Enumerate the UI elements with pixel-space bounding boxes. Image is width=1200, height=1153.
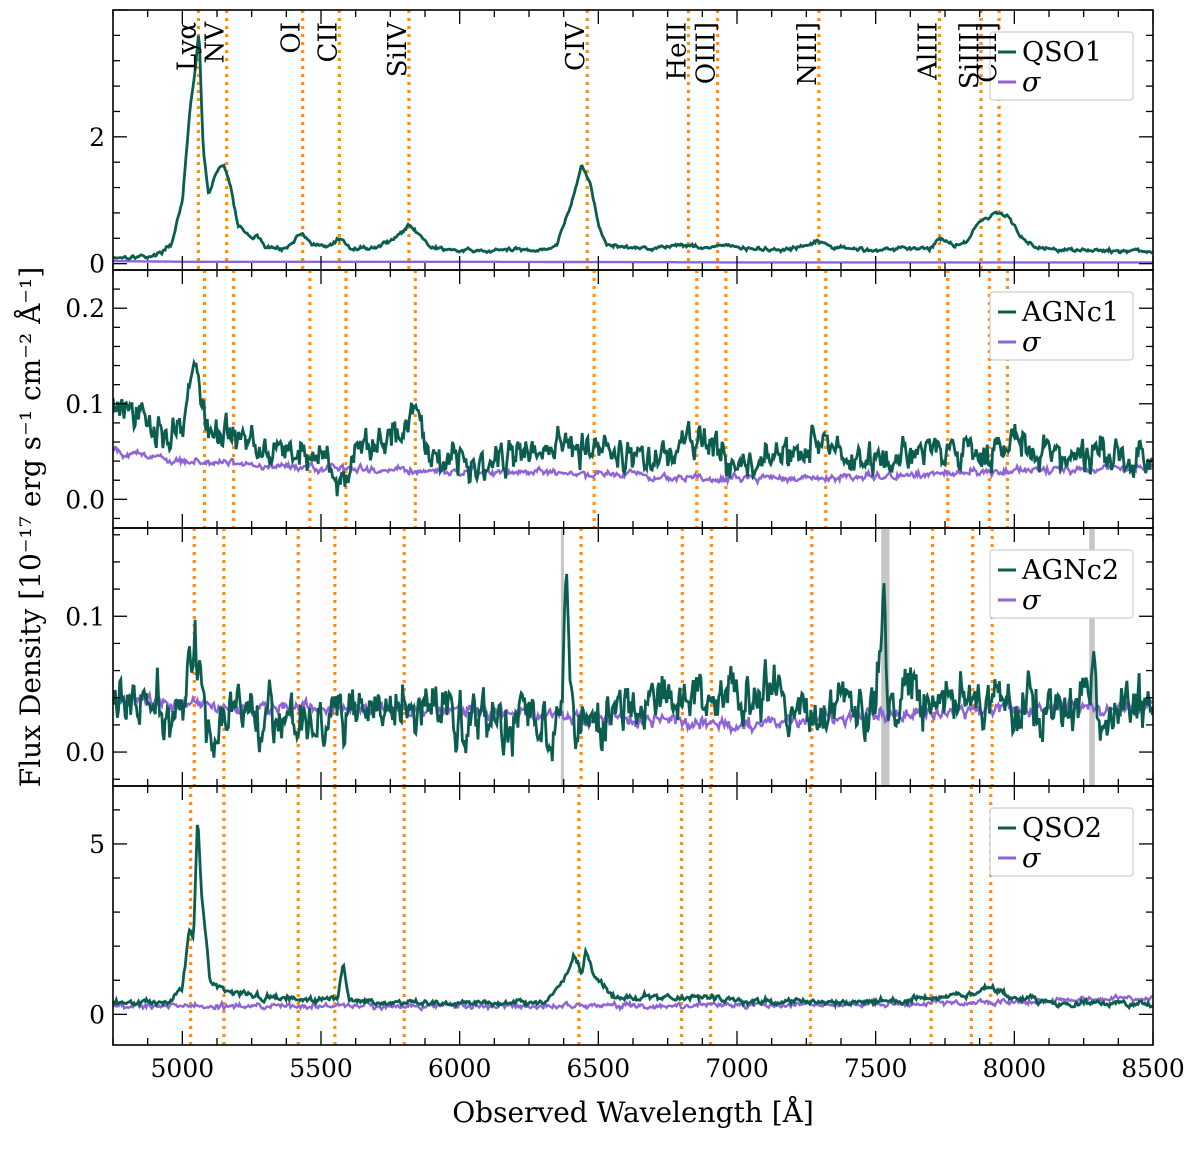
sigma-line (113, 445, 1153, 487)
legend-flux-label: AGNc1 (1021, 297, 1119, 328)
emission-line-label: NIII] (793, 22, 823, 86)
emission-line-label: AlIII (914, 22, 944, 81)
flux-line (113, 358, 1153, 497)
legend-flux-label: QSO1 (1022, 37, 1102, 68)
legend-box (989, 291, 1134, 361)
flux-line (113, 573, 1153, 762)
legend-sigma-label: σ (1022, 585, 1042, 616)
x-tick-label: 6000 (428, 1054, 492, 1083)
y-axis-label: Flux Density [10⁻¹⁷ erg s⁻¹ cm⁻² Å⁻¹] (14, 267, 47, 787)
emission-line-label: OI (277, 22, 307, 54)
emission-line-label: CII (313, 22, 343, 62)
sigma-line (113, 689, 1153, 737)
flux-line (113, 824, 1153, 1011)
emission-line-label: SiIV (383, 21, 413, 77)
legend-box (989, 807, 1134, 877)
x-tick-label: 8000 (983, 1054, 1047, 1083)
x-tick-label: 5000 (151, 1054, 215, 1083)
emission-line-label: HeII (663, 22, 693, 81)
y-tick-label: 0.0 (65, 738, 105, 767)
y-tick-label: 0 (89, 1000, 105, 1029)
emission-line-label: OIII] (692, 22, 722, 84)
plot-area (113, 10, 1153, 270)
emission-line-label: Lyα (172, 22, 202, 71)
legend-box (989, 31, 1134, 101)
sigma-line (113, 993, 1153, 1013)
legend-sigma-label: σ (1022, 843, 1042, 874)
sigma-line (113, 259, 1153, 264)
x-tick-label: 8500 (1121, 1054, 1185, 1083)
x-tick-label: 7500 (844, 1054, 908, 1083)
emission-line-label: CIV (561, 21, 591, 71)
y-tick-label: 0.0 (65, 485, 105, 514)
y-tick-label: 5 (89, 830, 105, 859)
legend-flux-label: AGNc2 (1021, 555, 1119, 586)
y-tick-label: 0 (89, 250, 105, 279)
plot-area (113, 786, 1153, 1045)
y-tick-label: 0.2 (65, 294, 105, 323)
legend-box (989, 549, 1134, 619)
y-tick-label: 0.1 (65, 390, 105, 419)
legend-sigma-label: σ (1022, 327, 1042, 358)
y-tick-label: 2 (89, 123, 105, 152)
x-tick-label: 7000 (705, 1054, 769, 1083)
x-tick-label: 6500 (567, 1054, 631, 1083)
x-axis-label: Observed Wavelength [Å] (452, 1096, 814, 1129)
emission-line-label: NV (201, 21, 231, 64)
legend-sigma-label: σ (1022, 67, 1042, 98)
emission-line-label: CIII] (973, 22, 1003, 83)
plot-area (113, 528, 1153, 786)
x-tick-label: 5500 (289, 1054, 353, 1083)
legend-flux-label: QSO2 (1022, 813, 1102, 844)
emission-line-label: SiIII] (955, 22, 985, 89)
y-tick-label: 0.1 (65, 602, 105, 631)
flux-line (113, 35, 1153, 261)
